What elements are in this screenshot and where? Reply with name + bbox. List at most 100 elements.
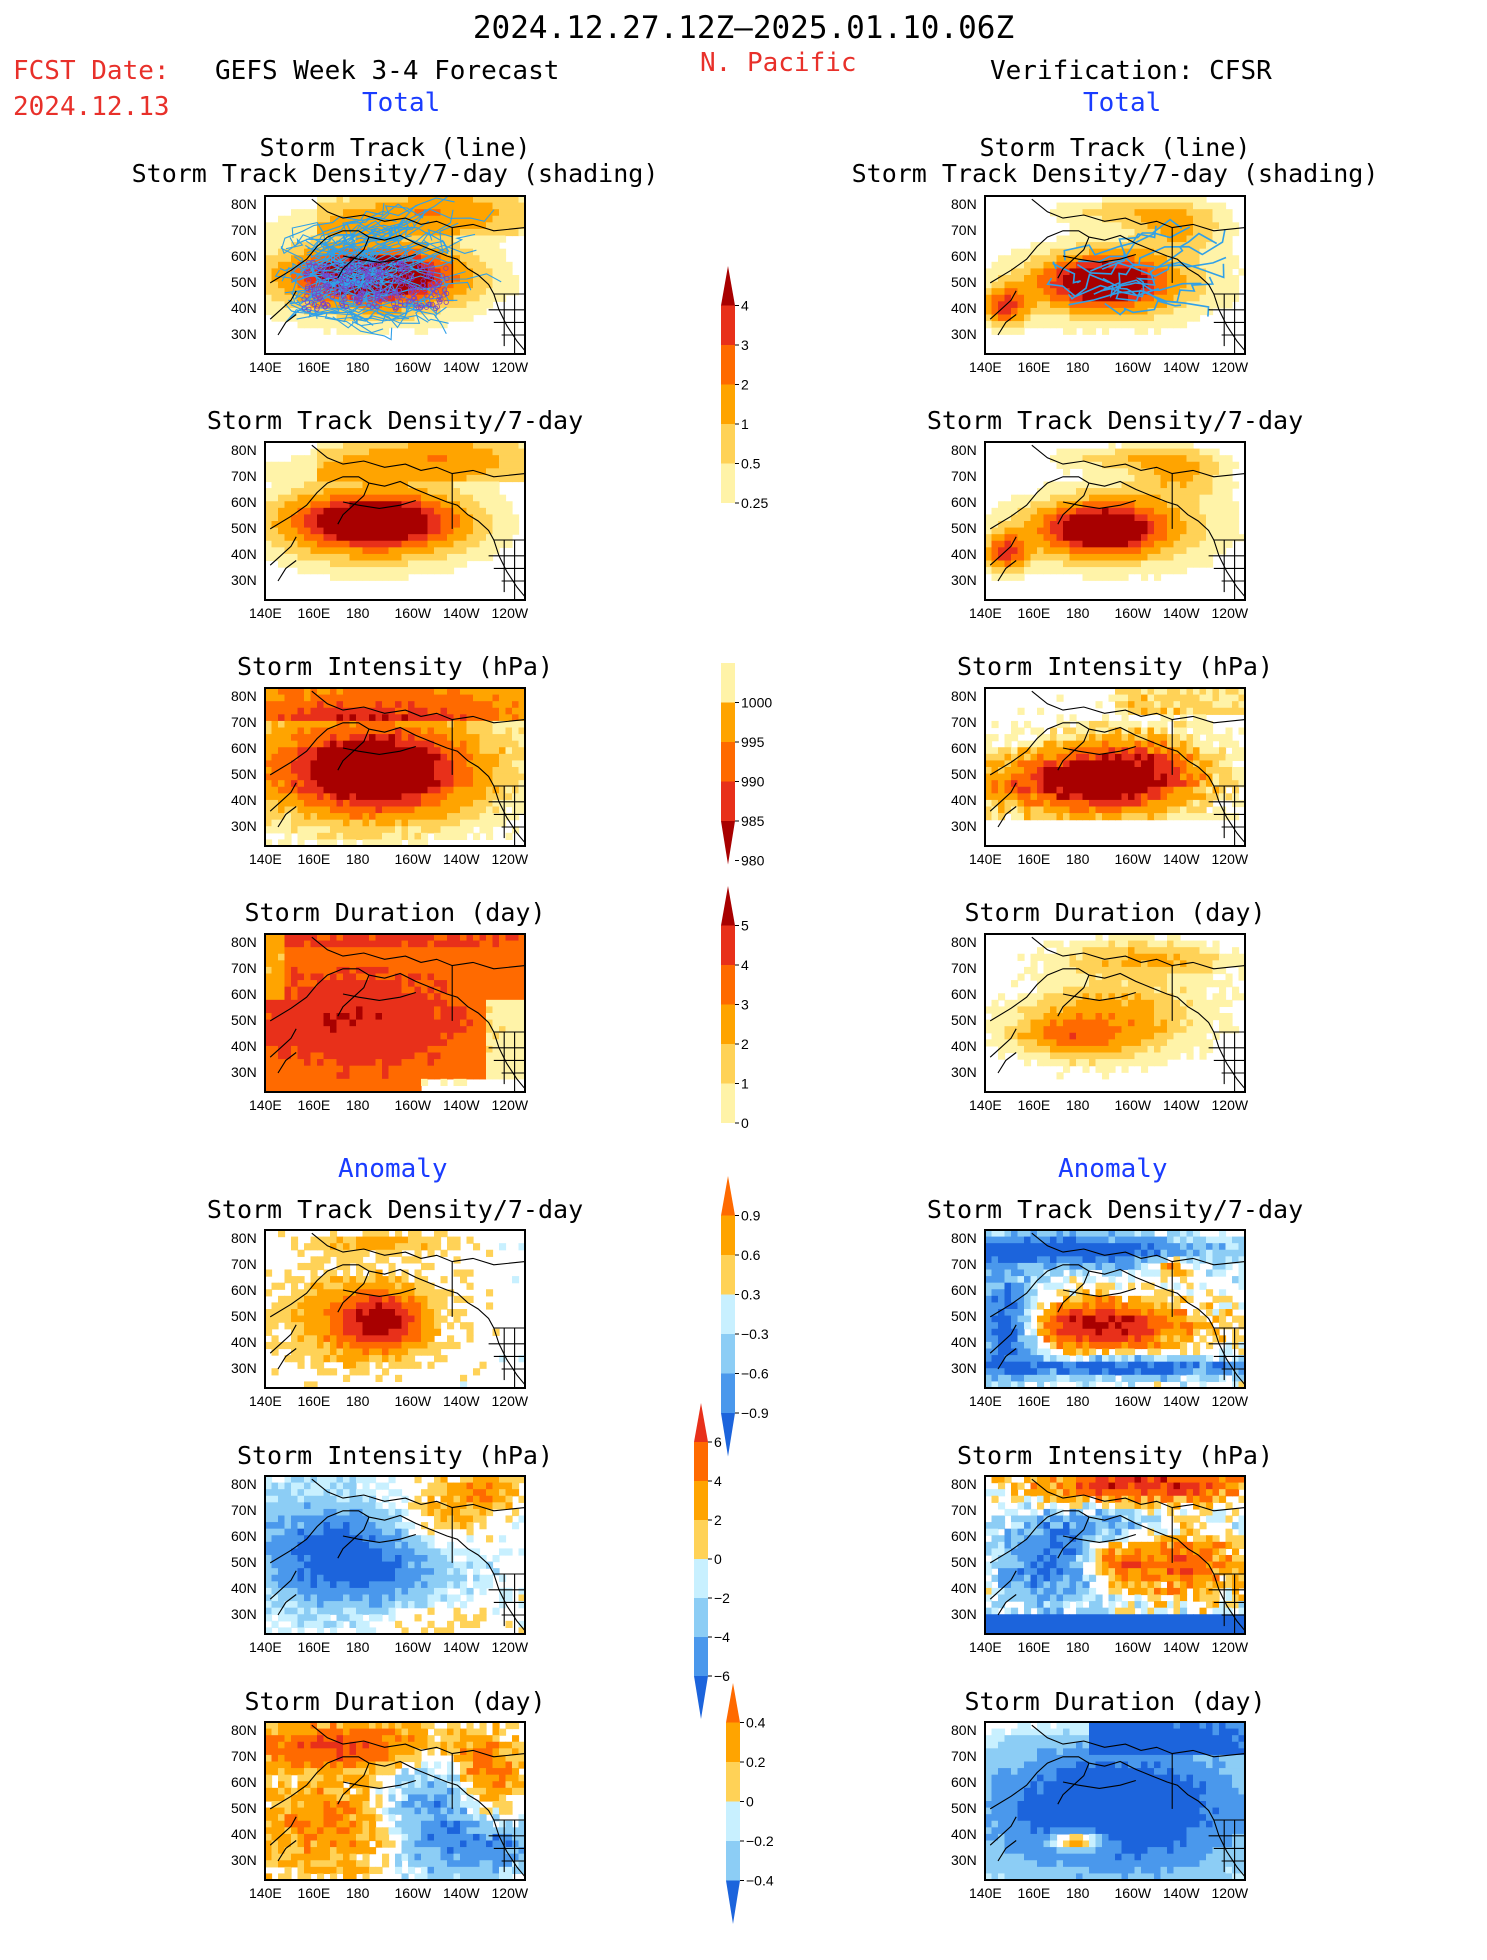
grid-cell [285, 282, 292, 289]
title-intensity-anom-left: Storm Intensity (hPa) [95, 1443, 695, 1468]
x-tick-label: 180 [1066, 851, 1089, 867]
grid-cell [480, 708, 487, 715]
grid-cell [1024, 528, 1031, 535]
grid-cell [506, 209, 513, 216]
grid-cell [1193, 295, 1200, 302]
grid-cell [1193, 747, 1200, 754]
grid-cell [441, 754, 448, 761]
grid-cell [1141, 554, 1148, 561]
grid-cell [1161, 787, 1168, 794]
grid-cell [376, 541, 383, 548]
grid-cell [473, 688, 480, 695]
grid-cell [1187, 541, 1194, 548]
grid-cell [1226, 767, 1233, 774]
y-tick-label: 30N [231, 326, 257, 342]
grid-cell [363, 442, 370, 449]
grid-cell [428, 754, 435, 761]
grid-cell [447, 449, 454, 456]
grid-cell [1115, 495, 1122, 502]
grid-cell [1161, 508, 1168, 515]
grid-cell [1122, 793, 1129, 800]
grid-cell [278, 960, 285, 967]
grid-cell [1024, 760, 1031, 767]
grid-cell [330, 321, 337, 328]
grid-cell [1024, 268, 1031, 275]
grid-cell [317, 514, 324, 521]
grid-cell [330, 449, 337, 456]
grid-cell [998, 793, 1005, 800]
grid-cell [1187, 534, 1194, 541]
grid-cell [1005, 554, 1012, 561]
grid-cell [1070, 308, 1077, 315]
grid-cell [1089, 488, 1096, 495]
grid-cell [265, 462, 272, 469]
grid-cell [1167, 462, 1174, 469]
grid-cell [402, 721, 409, 728]
grid-cell [324, 561, 331, 568]
grid-cell [1037, 315, 1044, 322]
grid-cell [1057, 554, 1064, 561]
grid-cell [1141, 482, 1148, 489]
grid-cell [1128, 721, 1135, 728]
grid-cell [1193, 813, 1200, 820]
grid-cell [376, 321, 383, 328]
grid-cell [395, 455, 402, 462]
grid-cell [291, 209, 298, 216]
grid-cell [1167, 521, 1174, 528]
grid-cell [454, 754, 461, 761]
grid-cell [1187, 747, 1194, 754]
grid-cell [499, 793, 506, 800]
grid-cell [460, 501, 467, 508]
grid-cell [1102, 528, 1109, 535]
grid-cell [363, 767, 370, 774]
grid-cell [330, 482, 337, 489]
grid-cell [356, 196, 363, 203]
grid-cell [324, 780, 331, 787]
grid-cell [324, 833, 331, 840]
grid-cell [304, 754, 311, 761]
grid-cell [1031, 288, 1038, 295]
grid-cell [285, 255, 292, 262]
grid-cell [1148, 475, 1155, 482]
grid-cell [985, 308, 992, 315]
grid-cell [337, 209, 344, 216]
grid-cell [1219, 249, 1226, 256]
grid-cell [298, 695, 305, 702]
grid-cell [985, 268, 992, 275]
x-tick-label: 160E [1018, 359, 1051, 375]
grid-cell [441, 800, 448, 807]
grid-cell [1232, 295, 1239, 302]
y-tick-label: 40N [951, 300, 977, 316]
grid-cell [486, 747, 493, 754]
grid-cell [1200, 561, 1207, 568]
grid-cell [363, 508, 370, 515]
grid-cell [1018, 321, 1025, 328]
grid-cell [1226, 754, 1233, 761]
grid-cell [1154, 728, 1161, 735]
grid-cell [1089, 813, 1096, 820]
grid-cell [1187, 774, 1194, 781]
grid-cell [428, 701, 435, 708]
grid-cell [356, 780, 363, 787]
grid-cell [992, 262, 999, 269]
grid-cell [376, 767, 383, 774]
grid-cell [1037, 249, 1044, 256]
grid-cell [350, 455, 357, 462]
grid-cell [1180, 787, 1187, 794]
grid-cell [1050, 747, 1057, 754]
grid-cell [1050, 787, 1057, 794]
grid-cell [389, 760, 396, 767]
grid-cell [1226, 688, 1233, 695]
grid-cell [389, 521, 396, 528]
grid-cell [376, 203, 383, 210]
grid-cell [1057, 528, 1064, 535]
grid-cell [389, 488, 396, 495]
grid-cell [382, 754, 389, 761]
grid-cell [1024, 288, 1031, 295]
grid-cell [272, 993, 279, 1000]
grid-cell [493, 255, 500, 262]
grid-cell [1044, 813, 1051, 820]
grid-cell [265, 468, 272, 475]
grid-cell [486, 787, 493, 794]
grid-cell [311, 488, 318, 495]
